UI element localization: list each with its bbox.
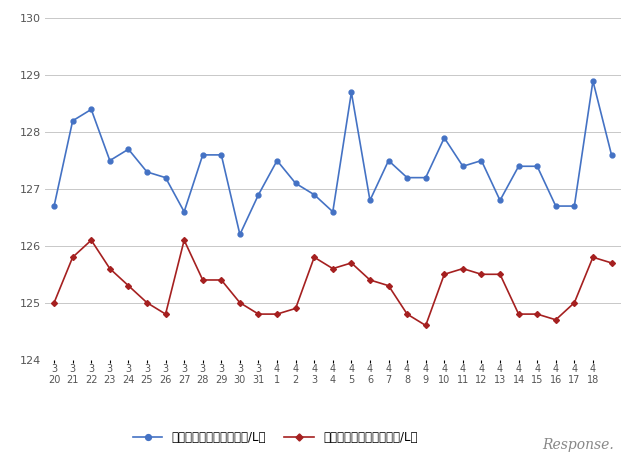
レギュラー実売価格（円/L） <box>218 277 225 283</box>
レギュラー看板価格（円/L） <box>533 164 541 169</box>
レギュラー看板価格（円/L） <box>440 135 448 141</box>
レギュラー実売価格（円/L） <box>422 323 429 328</box>
レギュラー実売価格（円/L） <box>236 300 244 306</box>
レギュラー実売価格（円/L） <box>348 260 355 266</box>
レギュラー看板価格（円/L） <box>496 198 504 203</box>
レギュラー看板価格（円/L） <box>607 152 615 158</box>
レギュラー実売価格（円/L） <box>51 300 58 306</box>
レギュラー実売価格（円/L） <box>440 272 448 277</box>
レギュラー看板価格（円/L） <box>552 203 559 209</box>
レギュラー看板価格（円/L） <box>515 164 522 169</box>
レギュラー実売価格（円/L） <box>589 254 596 260</box>
レギュラー看板価格（円/L） <box>162 175 170 180</box>
レギュラー実売価格（円/L） <box>403 311 411 317</box>
レギュラー看板価格（円/L） <box>329 209 337 214</box>
Text: Response.: Response. <box>543 438 614 452</box>
レギュラー実売価格（円/L） <box>88 237 95 243</box>
レギュラー実売価格（円/L） <box>143 300 151 306</box>
レギュラー実売価格（円/L） <box>106 266 114 272</box>
レギュラー看板価格（円/L） <box>403 175 411 180</box>
レギュラー実売価格（円/L） <box>533 311 541 317</box>
レギュラー実売価格（円/L） <box>385 283 392 289</box>
レギュラー実売価格（円/L） <box>292 306 300 311</box>
レギュラー看板価格（円/L） <box>292 181 300 186</box>
レギュラー実売価格（円/L） <box>515 311 522 317</box>
レギュラー実売価格（円/L） <box>329 266 337 272</box>
Legend: レギュラー看板価格（円/L）, レギュラー実売価格（円/L）: レギュラー看板価格（円/L）, レギュラー実売価格（円/L） <box>128 427 422 449</box>
レギュラー看板価格（円/L） <box>589 78 596 84</box>
レギュラー実売価格（円/L） <box>477 272 485 277</box>
レギュラー実売価格（円/L） <box>366 277 374 283</box>
レギュラー看板価格（円/L） <box>422 175 429 180</box>
レギュラー看板価格（円/L） <box>106 158 114 163</box>
レギュラー看板価格（円/L） <box>570 203 578 209</box>
レギュラー実売価格（円/L） <box>273 311 281 317</box>
レギュラー実売価格（円/L） <box>570 300 578 306</box>
レギュラー看板価格（円/L） <box>385 158 392 163</box>
レギュラー看板価格（円/L） <box>366 198 374 203</box>
レギュラー看板価格（円/L） <box>348 89 355 95</box>
レギュラー実売価格（円/L） <box>180 237 188 243</box>
レギュラー看板価格（円/L） <box>199 152 207 158</box>
レギュラー看板価格（円/L） <box>310 192 318 197</box>
レギュラー実売価格（円/L） <box>459 266 467 272</box>
レギュラー看板価格（円/L） <box>236 232 244 237</box>
Line: レギュラー実売価格（円/L）: レギュラー実売価格（円/L） <box>52 238 614 328</box>
レギュラー実売価格（円/L） <box>162 311 170 317</box>
レギュラー看板価格（円/L） <box>88 106 95 112</box>
レギュラー看板価格（円/L） <box>125 147 132 152</box>
レギュラー看板価格（円/L） <box>255 192 262 197</box>
レギュラー実売価格（円/L） <box>199 277 207 283</box>
レギュラー看板価格（円/L） <box>180 209 188 214</box>
レギュラー看板価格（円/L） <box>69 118 77 124</box>
Line: レギュラー看板価格（円/L）: レギュラー看板価格（円/L） <box>52 78 614 237</box>
レギュラー看板価格（円/L） <box>459 164 467 169</box>
レギュラー看板価格（円/L） <box>273 158 281 163</box>
レギュラー看板価格（円/L） <box>218 152 225 158</box>
レギュラー実売価格（円/L） <box>255 311 262 317</box>
レギュラー看板価格（円/L） <box>143 169 151 175</box>
レギュラー看板価格（円/L） <box>477 158 485 163</box>
レギュラー実売価格（円/L） <box>552 317 559 323</box>
レギュラー実売価格（円/L） <box>125 283 132 289</box>
レギュラー実売価格（円/L） <box>607 260 615 266</box>
レギュラー実売価格（円/L） <box>310 254 318 260</box>
レギュラー実売価格（円/L） <box>496 272 504 277</box>
レギュラー実売価格（円/L） <box>69 254 77 260</box>
レギュラー看板価格（円/L） <box>51 203 58 209</box>
